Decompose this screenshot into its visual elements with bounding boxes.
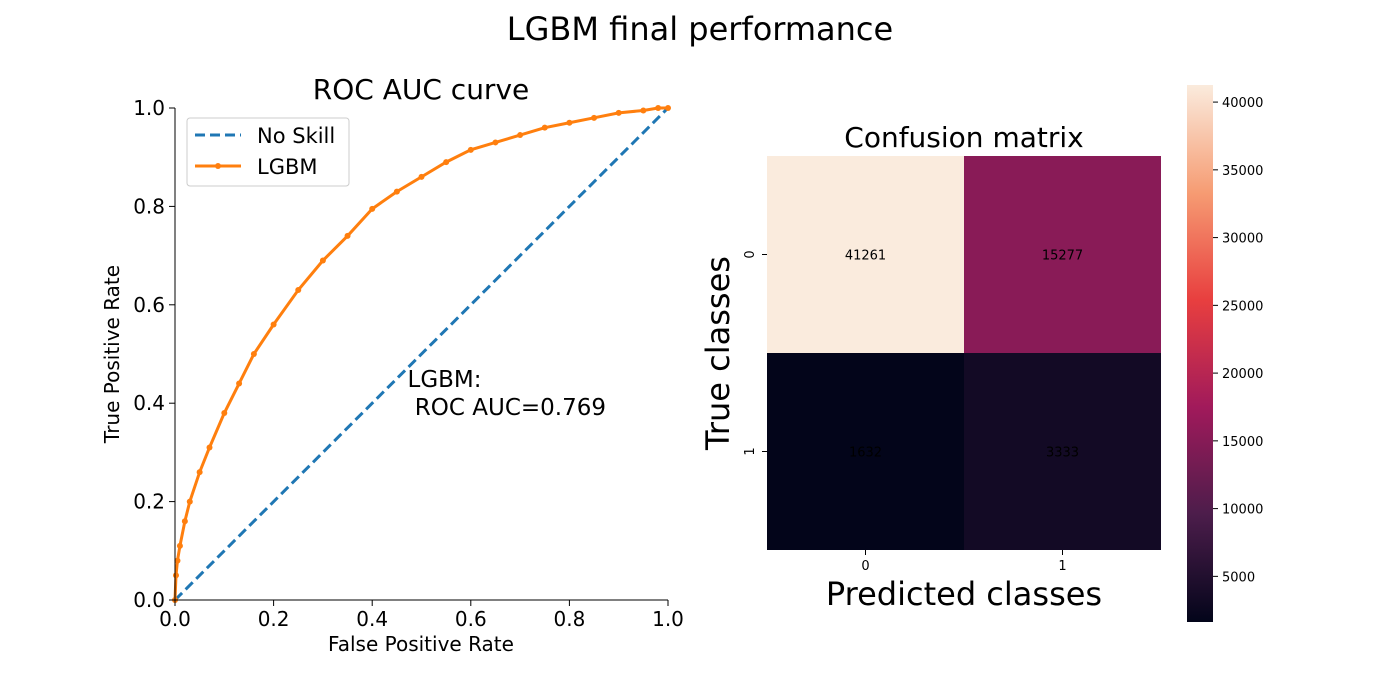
roc-point (236, 381, 242, 387)
roc-x-tick-label: 0.8 (553, 607, 585, 631)
roc-point (173, 572, 179, 578)
roc-y-tick-label: 0.2 (133, 490, 165, 514)
roc-point (251, 351, 257, 357)
roc-y-tick-label: 1.0 (133, 96, 165, 120)
roc-point (640, 107, 646, 113)
roc-y-tick-label: 0.0 (133, 588, 165, 612)
colorbar-tick-label: 5000 (1222, 570, 1255, 585)
cm-y-tick-label: 1 (743, 447, 758, 455)
roc-point (320, 258, 326, 264)
roc-x-tick-label: 1.0 (652, 607, 684, 631)
cm-y-label: True classes (699, 256, 737, 451)
roc-y-label: True Positive Rate (100, 265, 124, 444)
cm-cell-value: 15277 (1042, 249, 1083, 264)
roc-point (187, 499, 193, 505)
roc-point (517, 132, 523, 138)
roc-annotation-line1: LGBM: (408, 367, 482, 393)
roc-point (197, 469, 203, 475)
roc-point (542, 125, 548, 131)
roc-point (369, 206, 375, 212)
roc-point (182, 518, 188, 524)
roc-point (394, 189, 400, 195)
roc-point (655, 105, 661, 111)
roc-point (665, 105, 671, 111)
roc-point (221, 410, 227, 416)
cm-cells-layer: 41261 15277 1632 3333 (767, 156, 1161, 550)
roc-point (591, 115, 597, 121)
cm-x-tick-label: 1 (1058, 559, 1066, 574)
roc-y-ticks: 0.0 0.2 0.4 0.6 0.8 1.0 (133, 96, 175, 612)
colorbar-tick-label: 15000 (1222, 435, 1263, 450)
colorbar-tick-label: 25000 (1222, 299, 1263, 314)
cm-y-ticks: 01 (743, 250, 767, 455)
roc-point (443, 159, 449, 165)
figure-suptitle: LGBM final performance (507, 10, 893, 48)
roc-x-label: False Positive Rate (328, 632, 514, 656)
cm-y-tick-label: 0 (743, 250, 758, 258)
roc-point (177, 543, 183, 549)
roc-point (468, 147, 474, 153)
colorbar-tick-label: 35000 (1222, 164, 1263, 179)
colorbar-ticks: 5000 10000 15000 20000 25000 30000 35000 40000 (1213, 96, 1263, 585)
cm-x-tick-label: 0 (861, 559, 869, 574)
roc-x-tick-label: 0.6 (455, 607, 487, 631)
roc-point (566, 120, 572, 126)
roc-x-tick-label: 0.2 (258, 607, 290, 631)
roc-point (345, 233, 351, 239)
colorbar-tick-label: 20000 (1222, 367, 1263, 382)
roc-legend: No Skill LGBM (187, 118, 349, 186)
roc-y-tick-label: 0.6 (133, 293, 165, 317)
legend-lgbm-label: LGBM (257, 155, 318, 179)
colorbar-tick-label: 30000 (1222, 232, 1263, 247)
roc-point (419, 174, 425, 180)
colorbar-tick-label: 10000 (1222, 503, 1263, 518)
colorbar-gradient (1187, 85, 1213, 622)
cm-cell-value: 1632 (849, 446, 882, 461)
colorbar-tick-label: 40000 (1222, 96, 1263, 111)
roc-panel: ROC AUC curve 0.0 0.2 0.4 0.6 0.8 1.0 0.0 0.2 0… (100, 73, 684, 656)
legend-no-skill-label: No Skill (257, 124, 335, 148)
cm-cell-value: 41261 (845, 249, 886, 264)
roc-point (271, 321, 277, 327)
cm-x-label: Predicted classes (826, 575, 1102, 613)
roc-point (616, 110, 622, 116)
roc-x-tick-label: 0.4 (356, 607, 388, 631)
cm-cell-value: 3333 (1046, 446, 1079, 461)
roc-title: ROC AUC curve (313, 73, 530, 106)
roc-y-tick-label: 0.4 (133, 391, 165, 415)
roc-annotation-line2: ROC AUC=0.769 (408, 395, 607, 421)
roc-y-tick-label: 0.8 (133, 194, 165, 218)
colorbar: 5000 10000 15000 20000 25000 30000 35000 40000 (1187, 85, 1263, 622)
roc-point (207, 444, 213, 450)
roc-x-ticks: 0.0 0.2 0.4 0.6 0.8 1.0 (159, 600, 684, 631)
roc-point (492, 139, 498, 145)
legend-lgbm-marker (215, 163, 221, 169)
roc-point (295, 287, 301, 293)
cm-title: Confusion matrix (844, 121, 1083, 154)
